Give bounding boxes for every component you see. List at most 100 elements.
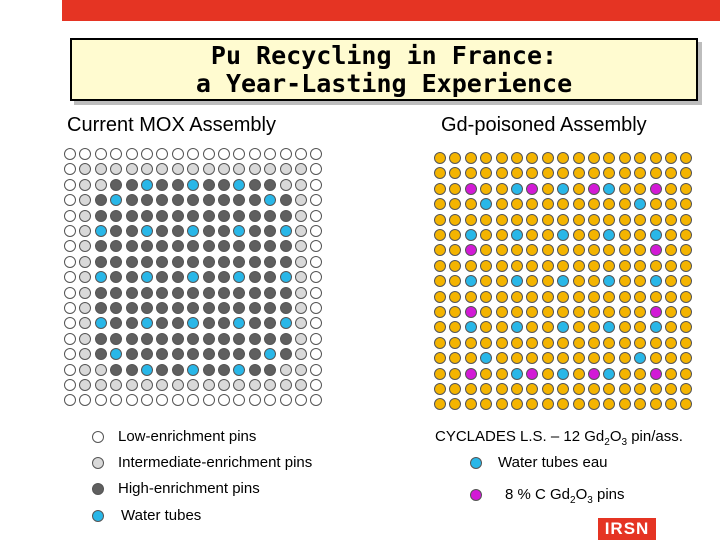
mox-water-pin [264,194,277,207]
mox-intermediate-pin [295,348,307,361]
gd-fuel-pin [434,244,446,257]
gd-fuel-pin [588,275,600,288]
mox-high-pin [218,302,230,314]
mox-high-pin [110,332,123,345]
gd-water-pin [557,229,570,241]
gd-fuel-pin [449,259,462,272]
mox-high-pin [141,302,153,314]
mox-high-pin [264,286,277,299]
mox-high-pin [202,363,215,376]
gd-fuel-pin [603,336,616,349]
gd-fuel-pin [557,306,570,318]
gd-fuel-pin [464,352,477,365]
mox-water-pin [141,317,153,330]
mox-high-pin [156,209,169,222]
gd-fuel-pin [434,336,446,349]
mox-low-pin [64,163,76,176]
high-enrichment-legend-dot [92,483,104,495]
gd-fuel-pin [618,167,631,180]
gd-fuel-pin [665,275,677,288]
gd-fuel-pin [434,383,446,395]
mox-intermediate-pin [141,379,153,391]
gd-fuel-pin [449,352,462,365]
gd-fuel-pin [557,259,570,272]
mox-intermediate-pin [279,178,292,191]
mox-high-pin [279,348,292,361]
mox-high-pin [248,317,261,330]
gd-fuel-pin [634,167,647,180]
gd-fuel-pin [526,213,539,226]
mox-high-pin [248,363,261,376]
mox-high-pin [248,209,261,222]
mox-water-pin [94,271,107,284]
gd-fuel-pin [541,244,554,257]
low-enrichment-legend-label: Low-enrichment pins [118,428,257,445]
mox-water-pin [110,194,123,207]
gd-fuel-pin [495,398,508,411]
mox-high-pin [110,178,123,191]
mox-low-pin [310,240,323,253]
mox-high-pin [279,255,292,268]
gd-fuel-pin [680,336,693,349]
gd-fuel-pin [434,321,446,334]
mox-high-pin [218,332,230,345]
mox-low-pin [218,148,230,160]
mox-low-pin [64,379,76,391]
gd-fuel-pin [526,198,539,211]
gd-fuel-pin [665,306,677,318]
gd-fuel-pin [557,213,570,226]
mox-water-pin [94,317,107,330]
mox-intermediate-pin [79,332,92,345]
gd-fuel-pin [434,167,446,180]
mox-high-pin [156,178,169,191]
gd-fuel-pin [495,383,508,395]
mox-water-pin [279,271,292,284]
water-tubes-legend-dot [92,510,104,522]
gd-fuel-pin [649,167,662,180]
gd-fuel-pin [588,213,600,226]
gd-fuel-pin [434,306,446,318]
gd-fuel-pin [511,336,523,349]
gd-fuel-pin [495,290,508,303]
gd-fuel-pin [665,244,677,257]
gd-fuel-pin [634,398,647,411]
gd-fuel-pin [634,290,647,303]
mox-intermediate-pin [248,379,261,391]
mox-high-pin [125,332,138,345]
gd-fuel-pin [618,367,631,380]
mox-low-pin [64,302,76,314]
gd-fuel-pin [634,367,647,380]
gd-fuel-pin [680,259,693,272]
mox-high-pin [187,286,200,299]
gd-gd-pin [526,367,539,380]
mox-low-pin [171,394,184,407]
mox-low-pin [141,394,153,407]
mox-high-pin [171,363,184,376]
cyclades-caption: CYCLADES L.S. – 12 Gd2O3 pin/ass. [435,428,683,448]
mox-low-pin [64,332,76,345]
gd-fuel-pin [572,152,585,164]
mox-high-pin [125,178,138,191]
mox-intermediate-pin [202,163,215,176]
gd-water-pin [649,229,662,241]
mox-intermediate-pin [202,379,215,391]
gd-gd-pin [649,182,662,195]
mox-low-pin [141,148,153,160]
gd-water-pin [511,367,523,380]
gd-fuel-pin [449,182,462,195]
gd-fuel-pin [541,367,554,380]
mox-high-pin [156,271,169,284]
gd-fuel-pin [464,259,477,272]
mox-high-pin [125,271,138,284]
mox-high-pin [187,240,200,253]
mox-water-pin [187,317,200,330]
gd-fuel-pin [603,167,616,180]
gd-water-pin [511,275,523,288]
mox-intermediate-pin [125,163,138,176]
mox-intermediate-pin [79,271,92,284]
high-enrichment-legend-label: High-enrichment pins [118,480,260,497]
gd-fuel-pin [634,244,647,257]
mox-high-pin [110,209,123,222]
mox-high-pin [125,317,138,330]
gd-fuel-pin [649,198,662,211]
